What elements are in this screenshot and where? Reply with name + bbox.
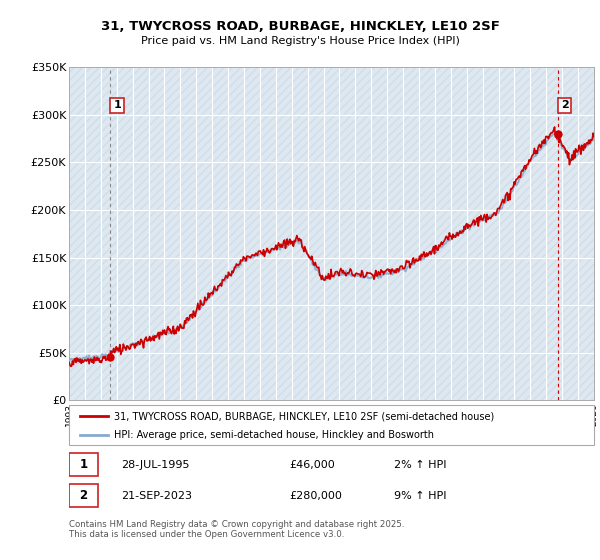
Text: 2: 2 — [561, 100, 569, 110]
Text: 2: 2 — [79, 489, 88, 502]
Text: £46,000: £46,000 — [290, 460, 335, 470]
FancyBboxPatch shape — [69, 405, 594, 445]
Text: 2% ↑ HPI: 2% ↑ HPI — [395, 460, 447, 470]
FancyBboxPatch shape — [69, 484, 98, 507]
Text: HPI: Average price, semi-detached house, Hinckley and Bosworth: HPI: Average price, semi-detached house,… — [113, 430, 434, 440]
FancyBboxPatch shape — [69, 453, 98, 477]
Text: £280,000: £280,000 — [290, 491, 343, 501]
Text: 21-SEP-2023: 21-SEP-2023 — [121, 491, 193, 501]
Text: 1: 1 — [113, 100, 121, 110]
Text: Contains HM Land Registry data © Crown copyright and database right 2025.
This d: Contains HM Land Registry data © Crown c… — [69, 520, 404, 539]
Text: 1: 1 — [79, 458, 88, 472]
Text: Price paid vs. HM Land Registry's House Price Index (HPI): Price paid vs. HM Land Registry's House … — [140, 36, 460, 46]
Text: 31, TWYCROSS ROAD, BURBAGE, HINCKLEY, LE10 2SF (semi-detached house): 31, TWYCROSS ROAD, BURBAGE, HINCKLEY, LE… — [113, 411, 494, 421]
Text: 31, TWYCROSS ROAD, BURBAGE, HINCKLEY, LE10 2SF: 31, TWYCROSS ROAD, BURBAGE, HINCKLEY, LE… — [101, 20, 499, 32]
Text: 28-JUL-1995: 28-JUL-1995 — [121, 460, 190, 470]
Text: 9% ↑ HPI: 9% ↑ HPI — [395, 491, 447, 501]
